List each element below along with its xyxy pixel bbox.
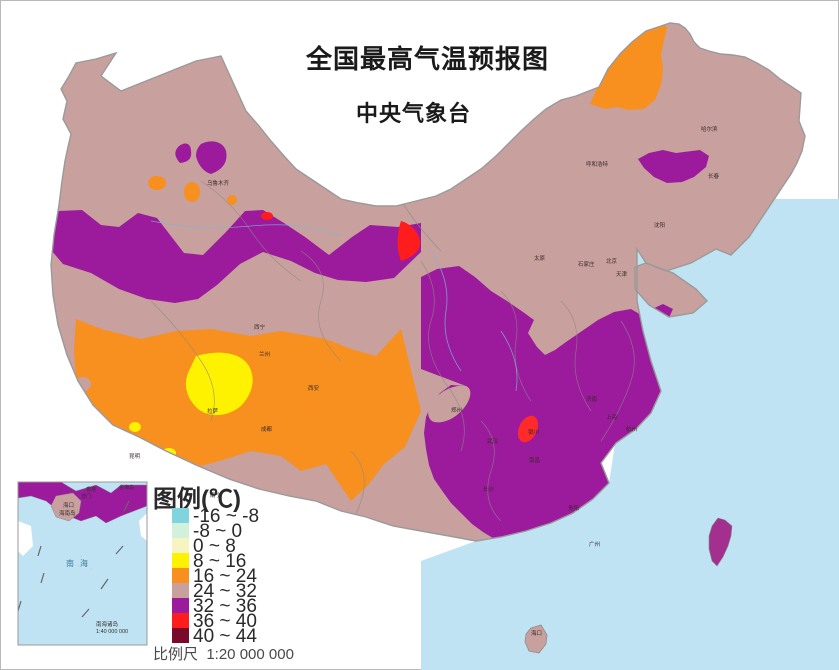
svg-text:兰州: 兰州 [259,350,270,358]
svg-text:昆明: 昆明 [129,453,141,460]
svg-text:台海岛: 台海岛 [119,484,134,491]
svg-text:海口: 海口 [531,629,542,637]
svg-text:南海: 南海 [66,558,94,568]
svg-text:拉萨: 拉萨 [207,407,219,415]
svg-text:长沙: 长沙 [483,485,495,493]
svg-text:南昌: 南昌 [529,456,540,464]
svg-text:澳门: 澳门 [81,493,91,500]
svg-text:西宁: 西宁 [254,323,266,331]
svg-text:沈阳: 沈阳 [654,221,665,229]
svg-text:长春: 长春 [708,172,720,180]
svg-text:郑州: 郑州 [451,406,462,414]
svg-text:成都: 成都 [261,425,273,433]
svg-text:太原: 太原 [534,254,546,262]
svg-text:北京: 北京 [606,257,618,265]
svg-text:海口: 海口 [63,501,74,509]
svg-text:南海诸岛: 南海诸岛 [96,620,119,628]
svg-text:海南岛: 海南岛 [59,509,76,517]
svg-text:天津: 天津 [616,271,628,278]
svg-text:西安: 西安 [308,384,320,392]
svg-text:乌鲁木齐: 乌鲁木齐 [207,179,230,187]
svg-text:呼和浩特: 呼和浩特 [586,160,609,168]
svg-text:贵阳: 贵阳 [568,504,579,512]
svg-text:1:40 000 000: 1:40 000 000 [96,629,128,635]
svg-text:济南: 济南 [586,395,598,403]
svg-text:哈尔滨: 哈尔滨 [701,125,718,133]
svg-text:香港: 香港 [86,486,96,493]
svg-text:银川: 银川 [528,428,539,436]
svg-text:武汉: 武汉 [487,437,499,445]
svg-text:石家庄: 石家庄 [578,260,595,268]
svg-text:广州: 广州 [589,540,600,548]
svg-text:杭州: 杭州 [626,425,637,433]
svg-text:上海: 上海 [606,413,618,421]
